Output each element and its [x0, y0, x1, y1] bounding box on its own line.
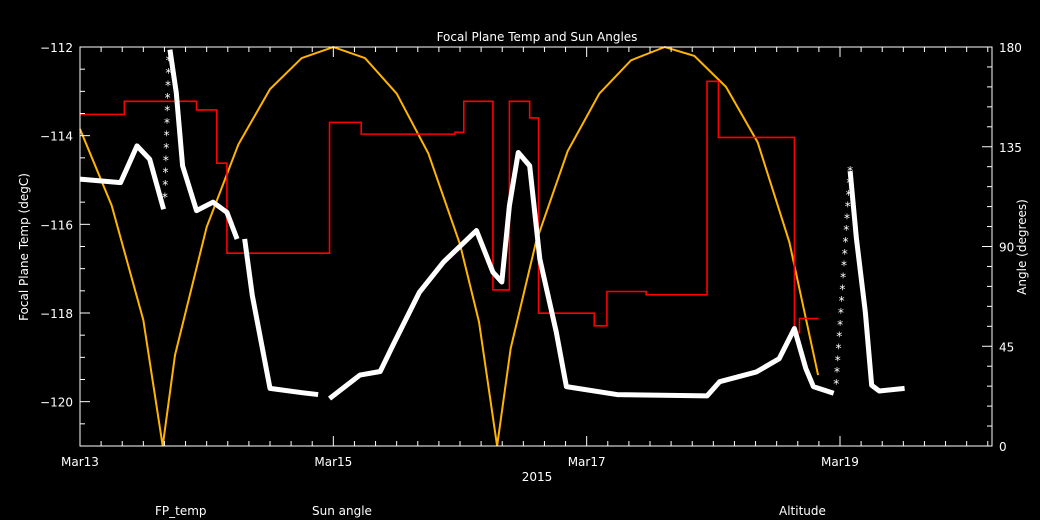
- legend-sun-angle: Sun angle: [312, 504, 372, 518]
- chart-title: Focal Plane Temp and Sun Angles: [437, 30, 638, 44]
- x-tick-label: Mar19: [821, 455, 859, 469]
- fp-temp-line: [328, 150, 835, 401]
- fp-temp-marker: *: [840, 271, 846, 285]
- y-tick-label-left: −118: [40, 307, 73, 321]
- y-tick-label-left: −116: [40, 218, 73, 232]
- fp-temp-line: [79, 143, 167, 210]
- fp-temp-marker: *: [842, 235, 848, 249]
- y-tick-label-right: 45: [999, 340, 1014, 354]
- fp-temp-marker: *: [165, 78, 171, 92]
- fp-temp-marker: *: [836, 341, 842, 355]
- y-tick-label-right: 0: [999, 440, 1007, 454]
- legend-fp-temp: FP_temp: [155, 504, 207, 518]
- fp-temp-marker: *: [845, 200, 851, 214]
- fp-temp-marker: *: [838, 306, 844, 320]
- fp-temp-marker: *: [841, 259, 847, 273]
- fp-temp-marker: *: [837, 318, 843, 332]
- plot-area: *******************************: [79, 45, 905, 447]
- y-axis-label-left: Focal Plane Temp (degC): [17, 173, 31, 321]
- fp-temp-line: [847, 170, 905, 394]
- fp-temp-marker: *: [844, 211, 850, 225]
- fp-temp-line: [242, 238, 319, 398]
- y-tick-label-left: −112: [40, 41, 73, 55]
- fp-temp-marker: *: [164, 128, 170, 142]
- x-tick-label: Mar15: [314, 455, 352, 469]
- legend-altitude: Altitude: [779, 504, 826, 518]
- x-axis-label: 2015: [522, 470, 553, 484]
- fp-temp-line: [167, 49, 240, 240]
- fp-temp-marker: *: [163, 153, 169, 167]
- fp-temp-marker: *: [165, 91, 171, 105]
- fp-temp-marker: *: [836, 330, 842, 344]
- fp-temp-marker: *: [833, 377, 839, 391]
- fp-temp-marker: *: [163, 166, 169, 180]
- fp-temp-marker: *: [834, 365, 840, 379]
- y-axis-label-right: Angle (degrees): [1015, 199, 1029, 295]
- fp-temp-marker: *: [839, 282, 845, 296]
- fp-temp-marker: *: [839, 294, 845, 308]
- fp-temp-marker: *: [165, 66, 171, 80]
- x-tick-label: Mar17: [568, 455, 606, 469]
- fp-temp-marker: *: [163, 141, 169, 155]
- y-tick-label-right: 180: [999, 41, 1022, 55]
- fp-temp-marker: *: [164, 116, 170, 130]
- fp-temp-marker: *: [162, 178, 168, 192]
- y-tick-label-left: −120: [40, 396, 73, 410]
- fp-temp-marker: *: [162, 191, 168, 205]
- y-tick-label-right: 90: [999, 241, 1014, 255]
- fp-temp-marker: *: [846, 188, 852, 202]
- fp-temp-marker: *: [835, 353, 841, 367]
- y-tick-label-left: −114: [40, 130, 73, 144]
- fp-temp-marker: *: [843, 223, 849, 237]
- fp-temp-marker: *: [164, 103, 170, 117]
- x-tick-label: Mar13: [61, 455, 99, 469]
- axes: Mar13 Mar15 Mar17 Mar19 −112 −114 −116 −118 −120…: [40, 41, 1022, 469]
- fp-temp-marker: *: [842, 247, 848, 261]
- fp-temp-marker: *: [166, 53, 172, 67]
- y-tick-label-right: 135: [999, 141, 1022, 155]
